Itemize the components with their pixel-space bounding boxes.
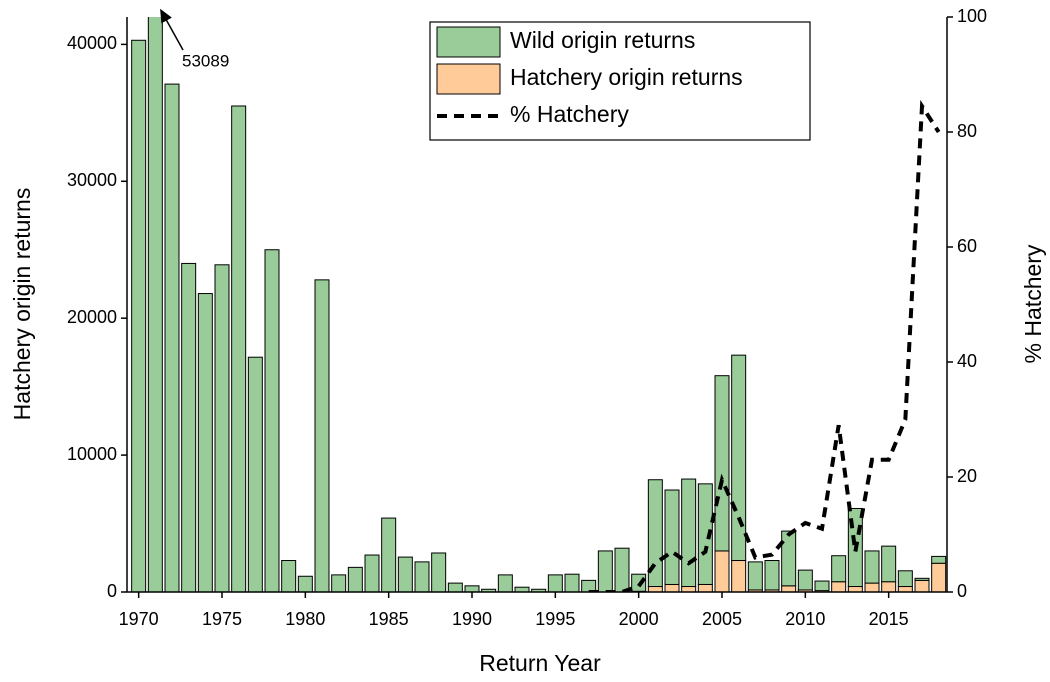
legend-swatch <box>436 63 501 95</box>
y2-tick-label: 20 <box>957 466 977 486</box>
x-tick-label: 2015 <box>869 609 909 629</box>
bar <box>731 560 747 592</box>
x-tick-label: 1985 <box>369 609 409 629</box>
bar <box>831 555 847 583</box>
bar <box>614 547 630 592</box>
bar <box>597 550 613 592</box>
bar <box>414 561 430 592</box>
x-tick-label: 1990 <box>452 609 492 629</box>
y2-tick-label: 60 <box>957 236 977 256</box>
bar <box>681 586 697 592</box>
bar <box>864 582 880 592</box>
y-tick-label: 0 <box>107 581 117 601</box>
x-tick-label: 1995 <box>535 609 575 629</box>
bar <box>831 581 847 592</box>
bar <box>714 550 730 592</box>
bar <box>447 582 463 592</box>
bar <box>914 577 930 581</box>
bar <box>914 579 930 592</box>
bar <box>747 561 763 591</box>
bar <box>697 583 713 592</box>
bar <box>347 566 363 592</box>
bar <box>714 375 730 552</box>
bar <box>764 560 780 591</box>
bar <box>797 569 813 591</box>
y2-tick-label: 100 <box>957 6 987 26</box>
bar <box>781 530 797 587</box>
bar <box>897 570 913 588</box>
bar <box>731 354 747 562</box>
bar <box>147 17 163 592</box>
bar <box>647 479 663 588</box>
bar <box>681 478 697 588</box>
bar <box>247 356 263 592</box>
legend-swatch <box>436 26 501 58</box>
y2-tick-label: 80 <box>957 121 977 141</box>
x-tick-label: 2010 <box>785 609 825 629</box>
bar <box>881 581 897 592</box>
x-tick-label: 1980 <box>285 609 325 629</box>
bar <box>281 560 297 592</box>
y2-axis-label: % Hatchery <box>1020 244 1046 363</box>
y-axis-label: Hatchery origin returns <box>9 188 35 421</box>
bar <box>364 554 380 592</box>
bar <box>581 579 597 592</box>
bar <box>381 517 397 592</box>
bar <box>181 262 197 592</box>
y-tick-label: 30000 <box>67 170 117 190</box>
bar <box>431 552 447 592</box>
bar <box>847 586 863 592</box>
y2-tick-label: 0 <box>957 581 967 601</box>
bar <box>131 39 147 592</box>
bar <box>931 562 947 592</box>
bar <box>664 489 680 585</box>
line <box>588 99 941 592</box>
bar <box>897 586 913 592</box>
bar <box>697 483 713 585</box>
y-tick-label: 20000 <box>67 307 117 327</box>
legend-label: Hatchery origin returns <box>510 64 743 90</box>
bar <box>264 249 280 592</box>
lines <box>588 99 941 592</box>
bar <box>647 586 663 592</box>
bar <box>781 585 797 592</box>
annotation: 53089 <box>182 51 229 70</box>
legend-label: % Hatchery <box>510 101 629 127</box>
bar <box>214 264 230 592</box>
bar <box>314 279 330 592</box>
bar <box>331 574 347 592</box>
bar <box>547 574 563 592</box>
x-tick-label: 1970 <box>119 609 159 629</box>
bar <box>864 550 880 584</box>
x-tick-label: 2005 <box>702 609 742 629</box>
bar <box>197 293 213 592</box>
y-tick-label: 10000 <box>67 444 117 464</box>
x-tick-label: 1975 <box>202 609 242 629</box>
bar <box>881 545 897 583</box>
bar <box>231 105 247 592</box>
bar <box>814 580 830 592</box>
bar <box>664 583 680 592</box>
bar <box>931 555 947 564</box>
x-axis-label: Return Year <box>479 650 601 676</box>
bar <box>497 574 513 592</box>
legend-label: Wild origin returns <box>510 27 695 53</box>
y2-tick-label: 40 <box>957 351 977 371</box>
bar <box>397 556 413 592</box>
bar <box>297 575 313 592</box>
y-tick-label: 40000 <box>67 33 117 53</box>
bar <box>564 573 580 592</box>
bar <box>164 83 180 592</box>
annotation-arrow <box>160 8 184 51</box>
bar <box>464 585 480 592</box>
x-tick-label: 2000 <box>619 609 659 629</box>
